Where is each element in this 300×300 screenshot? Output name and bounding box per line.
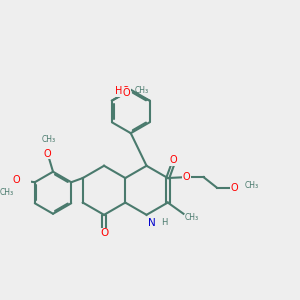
Text: O: O <box>100 228 108 238</box>
Text: CH₃: CH₃ <box>245 182 259 190</box>
Text: H: H <box>161 218 167 227</box>
Text: O: O <box>231 183 238 193</box>
Text: CH₃: CH₃ <box>135 86 149 95</box>
Text: O: O <box>122 88 130 98</box>
Text: HO: HO <box>115 86 130 97</box>
Text: CH₃: CH₃ <box>185 213 199 222</box>
Text: CH₃: CH₃ <box>0 188 14 197</box>
Text: CH₃: CH₃ <box>42 135 56 144</box>
Text: O: O <box>170 155 178 165</box>
Text: O: O <box>44 148 52 158</box>
Text: O: O <box>183 172 190 182</box>
Text: O: O <box>13 176 20 185</box>
Text: N: N <box>148 218 156 227</box>
